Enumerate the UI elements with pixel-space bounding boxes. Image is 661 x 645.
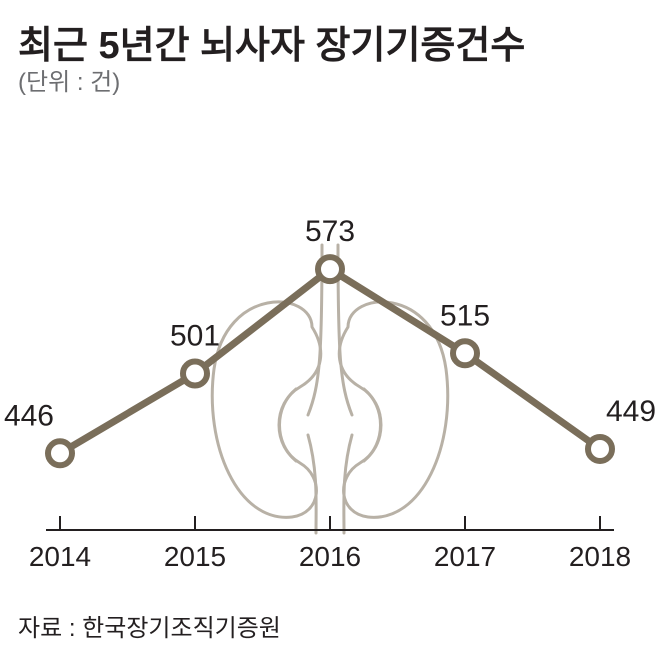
chart-source: 자료 : 한국장기조직기증원 <box>18 608 281 643</box>
data-value-label: 449 <box>606 395 656 428</box>
data-value-label: 573 <box>305 215 355 248</box>
x-axis-label: 2016 <box>299 541 361 572</box>
data-marker <box>183 362 207 386</box>
kidney-icon <box>212 245 447 533</box>
data-value-label: 446 <box>4 399 54 432</box>
x-axis-label: 2018 <box>569 541 631 572</box>
data-value-label: 501 <box>170 320 220 353</box>
x-axis-label: 2015 <box>164 541 226 572</box>
data-line <box>60 269 600 453</box>
data-value-label: 515 <box>440 299 490 332</box>
data-marker <box>588 437 612 461</box>
data-marker <box>453 341 477 365</box>
x-axis-label: 2017 <box>434 541 496 572</box>
data-marker <box>48 441 72 465</box>
x-axis-label: 2014 <box>29 541 91 572</box>
data-marker <box>318 257 342 281</box>
chart-title: 최근 5년간 뇌사자 장기기증건수 <box>18 14 525 69</box>
chart-area: 2014 2015 2016 2017 2018 446 501 573 515 449 <box>0 90 661 590</box>
line-chart-svg: 2014 2015 2016 2017 2018 446 501 573 515 449 <box>0 90 661 590</box>
